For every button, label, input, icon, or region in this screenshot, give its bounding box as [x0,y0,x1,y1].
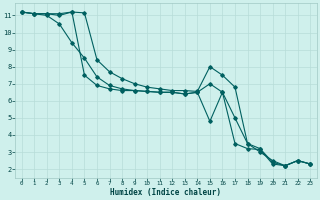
X-axis label: Humidex (Indice chaleur): Humidex (Indice chaleur) [110,188,221,197]
